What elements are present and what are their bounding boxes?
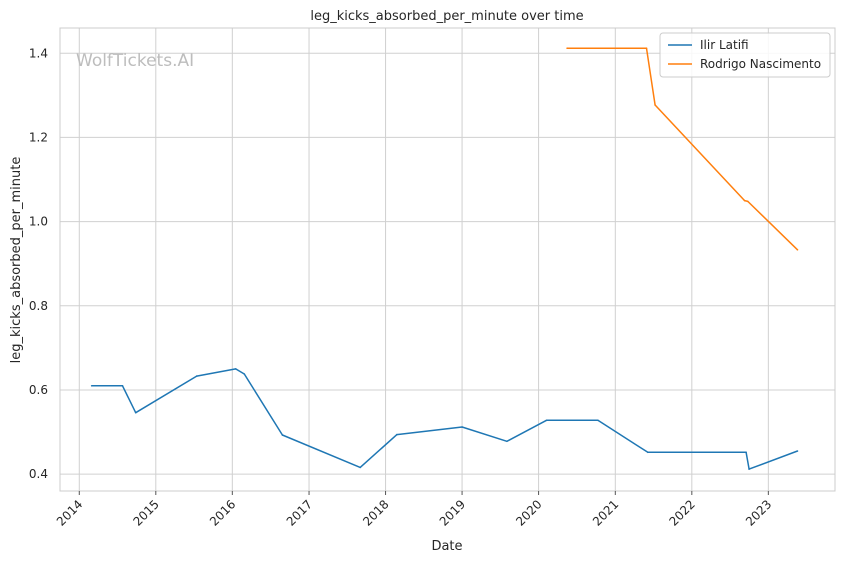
data-point-ilir-latifi	[134, 411, 137, 414]
legend: Ilir Latifi Rodrigo Nascimento	[659, 32, 831, 78]
y-tick-label: 1.0	[29, 215, 48, 229]
data-point-ilir-latifi	[243, 373, 246, 375]
data-point-ilir-latifi	[748, 468, 750, 470]
data-point-ilir-latifi	[195, 375, 198, 377]
chart-title: leg_kicks_absorbed_per_minute over time	[310, 9, 583, 24]
data-point-rodrigo-nascimento	[566, 47, 568, 49]
data-point-ilir-latifi	[234, 368, 237, 370]
data-point-rodrigo-nascimento	[796, 249, 799, 251]
data-point-ilir-latifi	[506, 440, 508, 443]
data-point-ilir-latifi	[359, 466, 362, 469]
grid-lines	[60, 28, 835, 491]
data-point-ilir-latifi	[597, 419, 599, 422]
data-point-ilir-latifi	[396, 433, 398, 436]
data-point-ilir-latifi	[121, 385, 124, 387]
legend-label-rodrigo-nascimento: Rodrigo Nascimento	[700, 57, 821, 71]
y-tick-label: 0.8	[29, 299, 48, 313]
data-point-rodrigo-nascimento	[654, 104, 656, 106]
series-line-rodrigo-nascimento	[567, 47, 799, 251]
legend-label-ilir-latifi: Ilir Latifi	[700, 38, 749, 52]
series-lines	[90, 47, 799, 470]
data-point-ilir-latifi	[745, 451, 747, 454]
data-point-rodrigo-nascimento	[747, 200, 749, 203]
y-tick-label: 0.4	[29, 467, 48, 481]
data-point-ilir-latifi	[90, 385, 93, 387]
y-tick-label: 1.2	[29, 130, 48, 144]
data-point-rodrigo-nascimento	[743, 199, 746, 202]
data-point-ilir-latifi	[796, 450, 799, 452]
y-tick-label: 0.6	[29, 383, 48, 397]
data-point-ilir-latifi	[545, 419, 548, 422]
y-axis-label: leg_kicks_absorbed_per_minute	[9, 157, 24, 364]
data-point-ilir-latifi	[281, 434, 284, 436]
data-point-rodrigo-nascimento	[645, 47, 648, 49]
legend-box	[659, 32, 831, 78]
data-point-ilir-latifi	[461, 426, 463, 428]
plot-frame	[59, 27, 836, 492]
watermark-text: WolfTickets.AI	[76, 51, 194, 71]
x-axis-label: Date	[431, 539, 462, 554]
y-tick-label: 1.4	[29, 46, 48, 60]
data-point-ilir-latifi	[647, 451, 649, 454]
y-axis: 0.4 0.6 0.8 1.0 1.2 1.4	[29, 46, 48, 481]
